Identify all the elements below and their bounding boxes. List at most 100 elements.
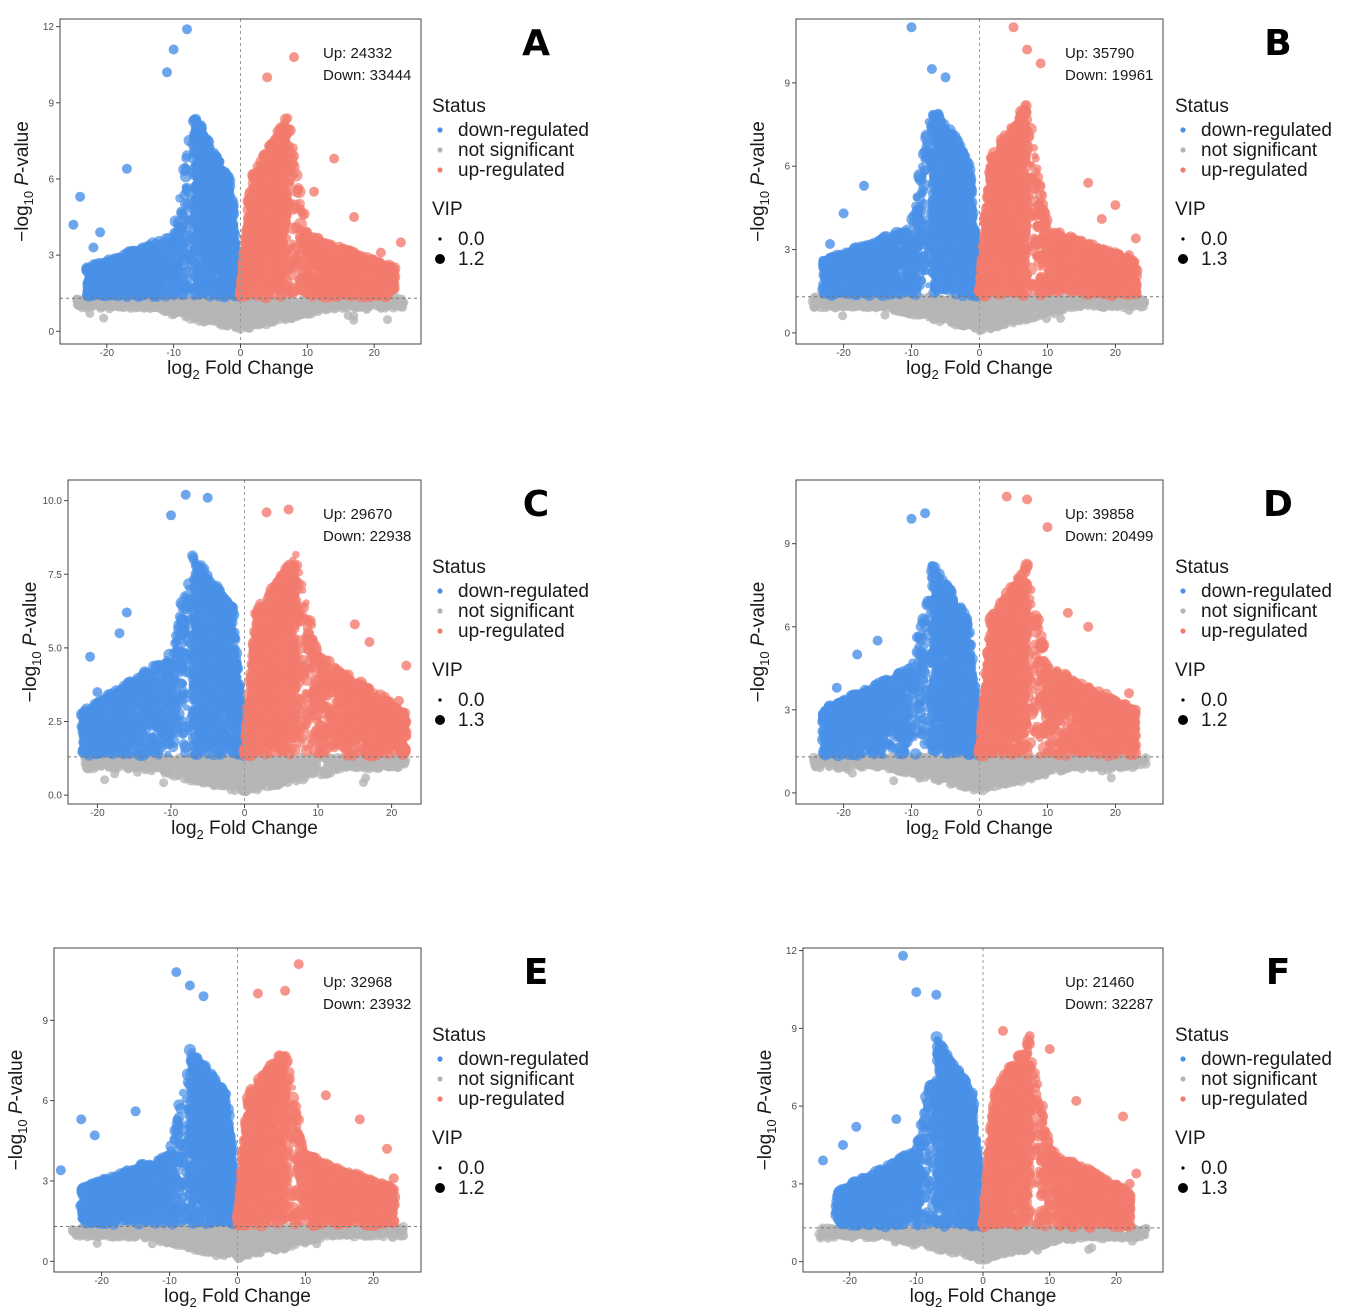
point-down-regulated [207, 155, 217, 165]
point-down-regulated [114, 260, 125, 271]
point-down-regulated [200, 281, 209, 289]
point-not-significant [301, 310, 311, 319]
point-not-significant [379, 305, 385, 311]
point-not-significant [362, 305, 372, 314]
point-down-regulated [203, 198, 212, 207]
point-down-regulated [175, 256, 184, 265]
point-not-significant [356, 301, 363, 307]
point-not-significant [351, 304, 358, 311]
point-not-significant [224, 303, 235, 315]
point-not-significant [299, 302, 306, 310]
point-down-regulated [203, 207, 212, 216]
point-down-regulated [179, 281, 193, 295]
point-down-regulated [86, 276, 95, 286]
point-down-regulated [187, 151, 201, 165]
point-not-significant [188, 310, 196, 318]
point-down-regulated [211, 285, 219, 293]
point-not-significant [285, 298, 290, 304]
point-not-significant [349, 315, 359, 325]
point-down-regulated [121, 163, 132, 174]
point-down-regulated [181, 183, 190, 192]
point-down-regulated [134, 250, 141, 258]
point-down-regulated [180, 165, 189, 173]
point-not-significant [194, 312, 206, 323]
point-down-regulated [95, 227, 106, 238]
point-not-significant [235, 304, 241, 310]
point-down-regulated [211, 239, 223, 251]
point-down-regulated [75, 191, 86, 202]
point-down-regulated [168, 44, 179, 55]
point-not-significant [112, 305, 118, 311]
point-down-regulated [218, 259, 229, 269]
point-down-regulated [190, 272, 200, 282]
point-down-regulated [162, 67, 172, 78]
point-down-regulated [216, 269, 226, 279]
point-down-regulated [180, 198, 191, 210]
point-not-significant [241, 319, 250, 328]
point-not-significant [214, 310, 224, 320]
point-down-regulated [220, 249, 228, 257]
point-down-regulated [192, 230, 201, 239]
point-down-regulated [227, 216, 237, 226]
point-down-regulated [173, 237, 182, 245]
point-not-significant [223, 322, 230, 329]
point-down-regulated [154, 267, 163, 276]
point-down-regulated [170, 243, 179, 252]
point-not-significant [401, 298, 409, 307]
point-down-regulated [223, 190, 231, 197]
point-not-significant [291, 302, 296, 308]
point-down-regulated [135, 260, 142, 268]
point-down-regulated [215, 217, 224, 226]
point-not-significant [263, 303, 269, 309]
point-down-regulated [117, 287, 127, 298]
point-not-significant [201, 302, 209, 310]
point-down-regulated [138, 269, 152, 283]
point-down-regulated [230, 240, 239, 249]
point-down-regulated [99, 283, 109, 292]
point-down-regulated [211, 174, 220, 184]
point-down-regulated [146, 254, 159, 267]
point-down-regulated [204, 163, 216, 176]
point-down-regulated [201, 148, 209, 156]
point-down-regulated [197, 214, 208, 225]
point-not-significant [75, 299, 81, 304]
point-not-significant [148, 302, 157, 311]
point-not-significant [117, 302, 125, 309]
point-down-regulated [199, 274, 206, 281]
point-down-regulated [193, 174, 203, 185]
point-down-regulated [125, 249, 132, 256]
point-down-regulated [161, 237, 172, 248]
point-not-significant [180, 302, 191, 312]
point-down-regulated [202, 255, 214, 267]
point-not-significant [243, 304, 253, 313]
point-down-regulated [176, 229, 183, 236]
point-not-significant [340, 304, 349, 313]
point-down-regulated [88, 286, 100, 298]
point-not-significant [106, 299, 114, 307]
point-down-regulated [216, 207, 227, 217]
point-down-regulated [208, 220, 215, 228]
point-down-regulated [152, 278, 163, 290]
point-down-regulated [98, 261, 105, 269]
point-not-significant [391, 302, 399, 311]
points [68, 24, 409, 334]
point-not-significant [99, 313, 109, 323]
point-down-regulated [164, 259, 175, 269]
point-down-regulated [167, 272, 176, 281]
point-down-regulated [189, 131, 200, 143]
point-down-regulated [225, 277, 234, 286]
point-not-significant [257, 315, 264, 322]
point-down-regulated [88, 242, 99, 253]
point-down-regulated [68, 219, 79, 230]
point-not-significant [85, 308, 95, 318]
point-down-regulated [194, 125, 203, 133]
point-not-significant [383, 315, 392, 325]
point-not-significant [273, 304, 283, 313]
point-not-significant [331, 302, 341, 313]
point-not-significant [231, 313, 241, 323]
point-down-regulated [220, 231, 231, 242]
point-down-regulated [113, 275, 122, 284]
point-down-regulated [209, 266, 216, 274]
